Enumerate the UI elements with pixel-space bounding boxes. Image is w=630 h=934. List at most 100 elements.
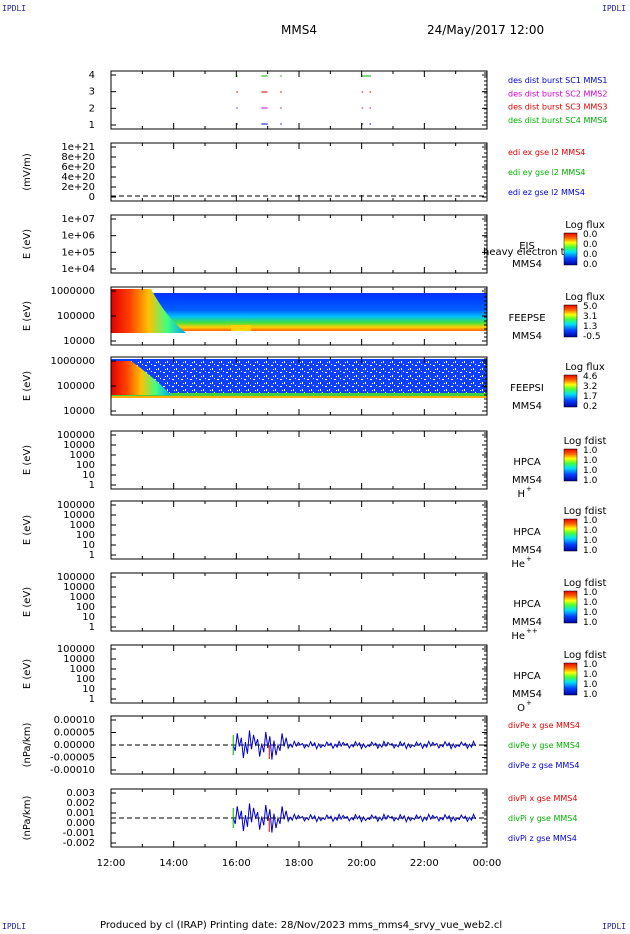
colorbar (563, 590, 578, 624)
y-axis-label: E (eV) (22, 587, 33, 617)
colorbar-tick-label: 0.0 (583, 240, 598, 250)
y-tick-label: -0.001 (63, 828, 95, 839)
corner-label-top-left: IPDLI (2, 4, 27, 13)
colorbar-tick-label: 1.0 (583, 618, 598, 628)
y-tick-label: 1 (89, 694, 95, 705)
charge-label: ++ (526, 627, 538, 635)
y-tick-label: 1e+07 (61, 214, 95, 225)
panel-frame (110, 500, 488, 560)
y-axis-label: E (eV) (22, 515, 33, 545)
y-tick-label: 8e+20 (61, 152, 95, 163)
instrument-label: HPCA (513, 457, 541, 468)
y-tick-label: 10 (82, 612, 95, 623)
feepse-burst-region (111, 289, 186, 333)
y-tick-label: 100000 (57, 572, 95, 583)
y-tick-label: 4e+20 (61, 172, 95, 183)
colorbar-tick-label: 1.0 (583, 466, 598, 476)
y-tick-label: 0.002 (66, 798, 95, 809)
y-axis-label: (mV/m) (22, 153, 33, 191)
colorbar-tick-label: 1.0 (583, 598, 598, 608)
legend-entry: divPi y gse MMS4 (508, 814, 577, 823)
y-tick-label: 10000 (63, 440, 95, 451)
charge-label: + (526, 485, 532, 493)
instrument-label: EIS (519, 241, 535, 252)
legend-entry: des dist burst SC2 MMS2 (508, 89, 607, 98)
colorbar (563, 304, 578, 338)
legend-entry: divPi z gse MMS4 (508, 834, 577, 843)
feepsi-burst-region (111, 361, 171, 395)
y-tick-label: 1e+06 (61, 231, 95, 242)
y-tick-label: 2 (89, 103, 95, 114)
colorbar-title: Log fdist (564, 650, 607, 661)
y-tick-label: 100 (76, 674, 95, 685)
y-tick-label: 1 (89, 120, 95, 131)
y-tick-label: 1 (89, 550, 95, 561)
feepse-feature (231, 325, 251, 331)
z-component-trace (232, 730, 477, 760)
y-tick-label: 0.00005 (54, 728, 95, 739)
panel-frame (110, 430, 488, 490)
spacecraft-label: MMS4 (512, 401, 542, 412)
y-axis-label: E (eV) (22, 371, 33, 401)
spacecraft-label: MMS4 (512, 475, 542, 486)
y-tick-label: 6e+20 (61, 162, 95, 173)
instrument-label: HPCA (513, 527, 541, 538)
colorbar-tick-label: 1.0 (583, 446, 598, 456)
legend-entry: des dist burst SC4 MMS4 (508, 116, 607, 125)
colorbar-tick-label: 0.0 (583, 230, 598, 240)
panel-frame (110, 644, 488, 704)
colorbar-title: Log fdist (564, 506, 607, 517)
colorbar (563, 518, 578, 552)
spacecraft-label: MMS4 (512, 331, 542, 342)
y-tick-label: 100000 (57, 644, 95, 655)
panel-frame (110, 70, 488, 130)
spacecraft-label: MMS4 (512, 259, 542, 270)
colorbar-tick-label: 1.0 (583, 516, 598, 526)
y-axis-label: (nPa/km) (22, 796, 33, 841)
feepsi-band (111, 396, 487, 398)
colorbar-title: Log flux (565, 292, 605, 303)
footer-text: Produced by cl (IRAP) Printing date: 28/… (100, 920, 503, 931)
colorbar-tick-label: 1.0 (583, 660, 598, 670)
legend-entry: edi ex gse l2 MMS4 (508, 148, 585, 157)
y-tick-label: 1000 (70, 450, 95, 461)
species-label: He (511, 631, 525, 642)
y-tick-label: 100000 (57, 381, 95, 392)
y-tick-label: 1 (89, 480, 95, 491)
y-tick-label: -0.00010 (50, 765, 95, 776)
colorbar-tick-label: 1.3 (583, 322, 597, 332)
y-tick-label: 1000 (70, 520, 95, 531)
colorbar (563, 374, 578, 408)
y-tick-label: 3 (89, 87, 95, 98)
colorbar-tick-label: 1.0 (583, 588, 598, 598)
charge-label: + (526, 699, 532, 707)
y-tick-label: 1000 (70, 592, 95, 603)
y-tick-label: 0 (89, 192, 95, 203)
corner-label-bottom-left: IPDLI (2, 922, 27, 931)
y-tick-label: 1000 (70, 664, 95, 675)
z-component-trace (232, 803, 477, 833)
y-tick-label: 4 (89, 70, 95, 81)
y-tick-label: -0.00005 (50, 753, 95, 764)
y-tick-label: 1e+05 (61, 247, 95, 258)
x-tick-label: 16:00 (222, 858, 251, 869)
y-tick-label: 100000 (57, 311, 95, 322)
x-tick-label: 12:00 (97, 858, 126, 869)
colorbar-tick-label: 0.0 (583, 260, 598, 270)
panel-frame (110, 572, 488, 632)
y-axis-label: E (eV) (22, 659, 33, 689)
panel-frame (110, 142, 488, 202)
y-tick-label: 0.000 (66, 818, 95, 829)
colorbar-tick-label: 4.6 (583, 372, 598, 382)
colorbar-tick-label: 1.0 (583, 690, 598, 700)
colorbar (563, 448, 578, 482)
y-tick-label: 0.003 (66, 788, 95, 799)
colorbar-tick-label: 1.0 (583, 456, 598, 466)
y-tick-label: -0.002 (63, 838, 95, 849)
y-tick-label: 1 (89, 622, 95, 633)
colorbar-tick-label: 1.0 (583, 476, 598, 486)
x-tick-label: 22:00 (410, 858, 439, 869)
instrument-label: FEEPSI (510, 383, 544, 394)
species-label: He (511, 559, 525, 570)
y-tick-label: 2e+20 (61, 182, 95, 193)
